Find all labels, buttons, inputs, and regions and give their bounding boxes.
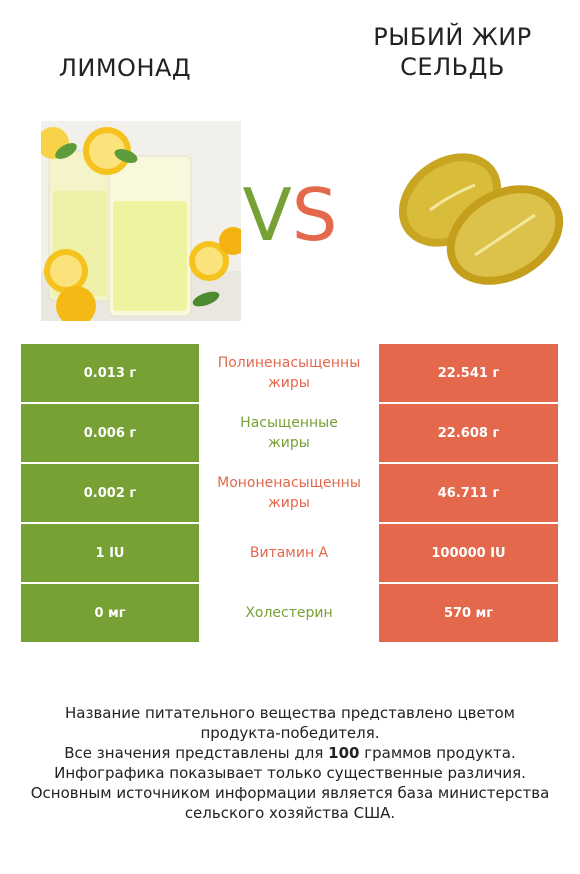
left-value: 0.006 г — [21, 404, 199, 462]
table-row: 0.006 г Насыщенные жиры 22.608 г — [21, 404, 558, 462]
footer-line: продукта-победителя. — [200, 724, 380, 742]
lemonade-image — [41, 121, 241, 321]
table-row: 0 мг Холестерин 570 мг — [21, 584, 558, 642]
fish-oil-capsules-image — [398, 153, 564, 285]
footer-line: Основным источником информации является … — [30, 784, 550, 802]
nutrient-label: Полиненасыщенны жиры — [199, 344, 379, 402]
footer-line: Инфографика показывает только существенн… — [54, 764, 526, 782]
table-row: 1 IU Витамин А 100000 IU — [21, 524, 558, 582]
comparison-table: 0.013 г Полиненасыщенны жиры 22.541 г 0.0… — [21, 344, 558, 644]
footer-line: Название питательного вещества представл… — [65, 704, 515, 722]
footer-line: Все значения представлены для 100 граммо… — [64, 744, 516, 762]
left-value: 1 IU — [21, 524, 199, 582]
footer-notes: Название питательного вещества представл… — [0, 703, 580, 823]
right-value: 100000 IU — [379, 524, 558, 582]
left-value: 0 мг — [21, 584, 199, 642]
left-value: 0.013 г — [21, 344, 199, 402]
nutrient-label: Холестерин — [199, 584, 379, 642]
right-title-line2: СЕЛЬДЬ — [400, 53, 505, 81]
versus-label: VS — [242, 173, 338, 257]
table-row: 0.013 г Полиненасыщенны жиры 22.541 г — [21, 344, 558, 402]
nutrient-label: Витамин А — [199, 524, 379, 582]
right-value: 570 мг — [379, 584, 558, 642]
left-product-title: ЛИМОНАД — [58, 54, 192, 82]
table-row: 0.002 г Мононенасыщенны жиры 46.711 г — [21, 464, 558, 522]
right-title-line1: РЫБИЙ ЖИР — [373, 23, 532, 51]
right-value: 22.608 г — [379, 404, 558, 462]
left-value: 0.002 г — [21, 464, 199, 522]
nutrient-label: Насыщенные жиры — [199, 404, 379, 462]
footer-line: сельского хозяйства США. — [184, 804, 396, 822]
right-product-title: РЫБИЙ ЖИР СЕЛЬДЬ — [345, 22, 560, 82]
right-value: 22.541 г — [379, 344, 558, 402]
right-value: 46.711 г — [379, 464, 558, 522]
nutrient-label: Мононенасыщенны жиры — [199, 464, 379, 522]
